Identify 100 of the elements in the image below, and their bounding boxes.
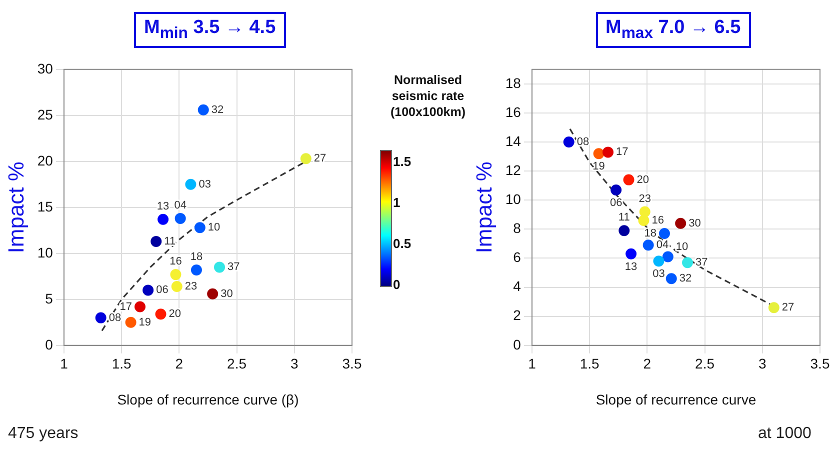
y-tick-label: 12 bbox=[505, 162, 522, 178]
y-tick-label: 10 bbox=[505, 190, 522, 207]
color-bar-title: Normalised seismic rate (100x100km) bbox=[389, 72, 467, 120]
x-tick-label: 1 bbox=[60, 356, 68, 372]
point bbox=[653, 256, 664, 267]
y-axis-title: Impact % bbox=[471, 162, 496, 254]
point bbox=[134, 301, 146, 312]
annotation: 16 bbox=[170, 256, 182, 268]
text: 475 years bbox=[8, 425, 78, 443]
y-tick-label: 0 bbox=[513, 336, 522, 352]
y-tick-label: 10 bbox=[37, 244, 54, 260]
point bbox=[666, 273, 677, 284]
point bbox=[174, 212, 186, 224]
y-tick-label: 15 bbox=[37, 198, 54, 214]
point bbox=[185, 178, 196, 190]
annotation: 19 bbox=[138, 316, 152, 328]
text: at 1000 bbox=[758, 425, 812, 443]
point bbox=[768, 302, 780, 314]
annotation: 17 bbox=[616, 146, 628, 158]
color-bar-label: 0 bbox=[393, 277, 400, 293]
y-tick-label: 2 bbox=[513, 307, 522, 324]
x-axis-title: Slope of recurrence curve (β) bbox=[117, 391, 299, 408]
color-bar-label: 1 bbox=[393, 195, 400, 212]
chart-title: M$_{min}$ 3.5 → 4.5 bbox=[134, 12, 286, 48]
x-tick-label: 3.5 bbox=[342, 356, 362, 372]
point bbox=[194, 222, 206, 234]
y-tick-label: 14 bbox=[505, 132, 522, 149]
point bbox=[675, 218, 686, 229]
annotation: 32 bbox=[679, 272, 692, 285]
point bbox=[150, 236, 162, 247]
point bbox=[623, 174, 634, 186]
chart-title: M$_{max}$ 7.0 → 6.5 bbox=[596, 12, 751, 48]
point bbox=[155, 308, 166, 320]
annotation: 11 bbox=[164, 235, 176, 248]
point bbox=[198, 104, 209, 116]
point bbox=[95, 312, 106, 324]
annotation: 04 bbox=[656, 239, 669, 252]
annotation: 10 bbox=[676, 240, 688, 253]
point bbox=[626, 248, 637, 260]
x-tick-label: 2 bbox=[175, 356, 184, 372]
annotation: 32 bbox=[211, 104, 224, 116]
annotation: 08 bbox=[576, 136, 590, 148]
point bbox=[662, 251, 674, 262]
annotation: 06 bbox=[610, 197, 622, 209]
annotation: 30 bbox=[220, 288, 233, 300]
annotation: 37 bbox=[696, 256, 708, 269]
point bbox=[125, 316, 136, 328]
x-axis-title: Slope of recurrence curve bbox=[596, 391, 756, 408]
point bbox=[171, 281, 182, 292]
y-tick-label: 5 bbox=[45, 290, 54, 306]
annotation: 16 bbox=[652, 214, 664, 227]
annotation: 11 bbox=[618, 212, 630, 224]
annotation: 27 bbox=[782, 302, 794, 314]
point bbox=[158, 214, 169, 225]
y-tick-label: 25 bbox=[37, 106, 54, 122]
x-tick-label: 1.5 bbox=[580, 356, 600, 372]
annotation: 13 bbox=[624, 260, 638, 273]
x-tick-label: 2.5 bbox=[695, 356, 715, 372]
point bbox=[207, 288, 218, 300]
annotation: 18 bbox=[190, 250, 203, 263]
y-tick-label: 0 bbox=[45, 336, 54, 352]
point bbox=[602, 146, 614, 158]
point bbox=[610, 184, 622, 196]
annotation: 13 bbox=[156, 200, 170, 212]
annotation: 17 bbox=[120, 300, 132, 313]
point bbox=[639, 206, 650, 218]
x-tick-label: 2.5 bbox=[227, 356, 247, 372]
point bbox=[190, 264, 202, 276]
y-tick-label: 30 bbox=[37, 60, 54, 76]
annotation: 04 bbox=[174, 199, 186, 212]
y-tick-label: 4 bbox=[513, 278, 522, 294]
point bbox=[682, 257, 694, 268]
y-tick-label: 8 bbox=[513, 220, 522, 236]
point bbox=[142, 284, 154, 296]
annotation: 08 bbox=[108, 312, 122, 324]
x-tick-label: 3.5 bbox=[810, 356, 830, 372]
annotation: 20 bbox=[636, 174, 649, 186]
x-tick-label: 3 bbox=[290, 356, 298, 372]
x-tick-label: 1 bbox=[528, 356, 536, 372]
annotation: 27 bbox=[314, 152, 326, 165]
annotation: 23 bbox=[638, 192, 652, 205]
y-axis-title: Impact % bbox=[3, 162, 28, 254]
point bbox=[618, 225, 630, 236]
point bbox=[593, 148, 604, 160]
annotation: 18 bbox=[644, 228, 656, 240]
x-tick-label: 2 bbox=[643, 356, 652, 372]
y-tick-label: 18 bbox=[505, 74, 522, 91]
annotation: 23 bbox=[184, 280, 198, 293]
point bbox=[638, 214, 650, 226]
point bbox=[170, 269, 182, 280]
annotation: 03 bbox=[198, 178, 211, 190]
color-bar-label: 0.5 bbox=[393, 236, 412, 252]
y-tick-label: 6 bbox=[513, 249, 522, 266]
point bbox=[642, 240, 654, 251]
annotation: 19 bbox=[592, 160, 605, 173]
point bbox=[658, 228, 670, 240]
x-tick-label: 1.5 bbox=[112, 356, 132, 372]
y-tick-label: 16 bbox=[505, 104, 522, 120]
annotation: 37 bbox=[228, 261, 240, 274]
color-bar-label: 1.5 bbox=[393, 154, 412, 170]
